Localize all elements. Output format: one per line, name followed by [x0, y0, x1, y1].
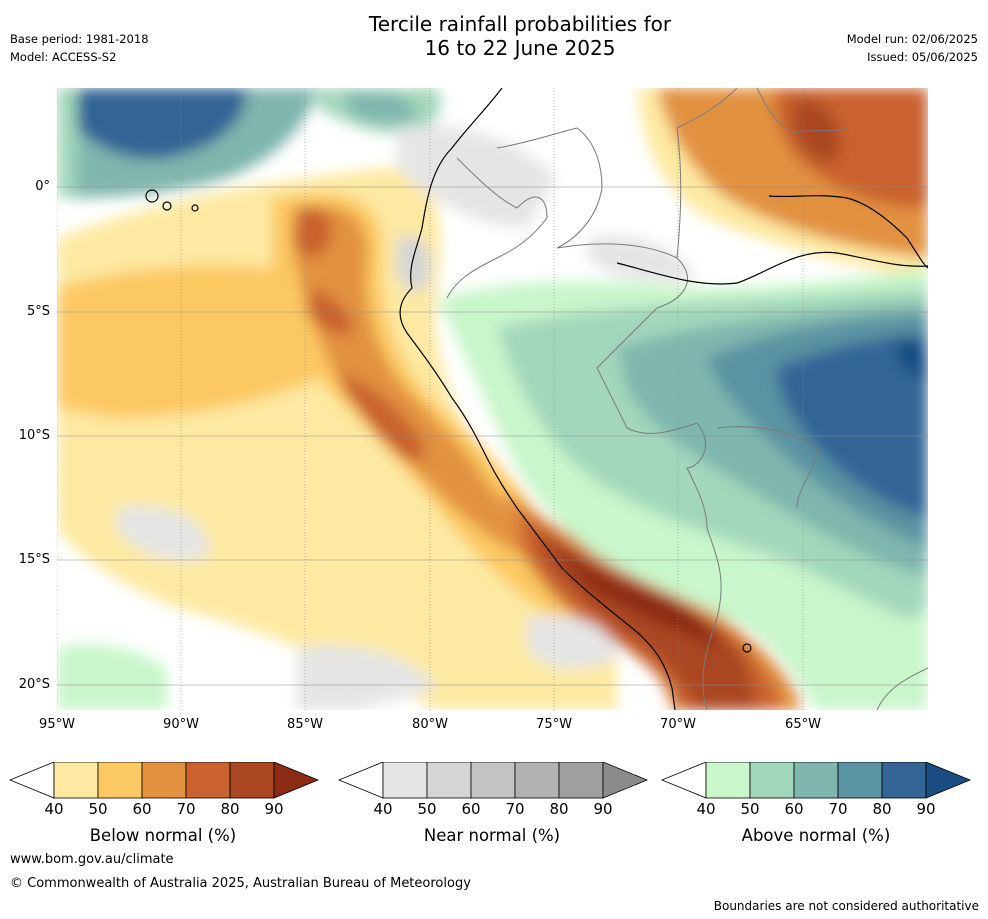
model-run: Model run: 02/06/2025 [846, 32, 978, 46]
probability-shading [57, 88, 928, 710]
lon-label-95w: 95°W [39, 717, 75, 732]
near-colorbar-bin-1 [426, 762, 472, 799]
lat-label-5s: 5°S [26, 304, 50, 319]
meta-right: Model run: 02/06/2025 Issued: 05/06/2025 [847, 30, 978, 66]
peru-bolivia-border [596, 257, 722, 710]
above-colorbar-min-arrow [660, 762, 707, 799]
above-colorbar-tick: 40 [696, 800, 716, 818]
near-colorbar-bin-3 [514, 762, 560, 799]
below-colorbar-tick: 60 [132, 800, 152, 818]
below-normal-title: Below normal (%) [89, 826, 237, 845]
near-normal-title: Near normal (%) [423, 826, 561, 845]
near-colorbar-tick: 50 [417, 800, 437, 818]
title-line-1: Tercile rainfall probabilities for [368, 12, 672, 36]
above-colorbar-bin-1 [749, 762, 795, 799]
lon-label-85w: 85°W [287, 717, 323, 732]
lat-label-10s: 10°S [18, 428, 50, 443]
colombia-brazil-border [676, 88, 738, 259]
below-colorbar-min-arrow [8, 762, 55, 799]
country-boundaries [446, 88, 928, 710]
galapagos-island-1 [145, 189, 159, 203]
above-colorbar-tick: 60 [784, 800, 804, 818]
colombia-border [496, 127, 678, 259]
lon-label-65w: 65°W [785, 717, 821, 732]
lat-label-0: 0° [35, 179, 50, 194]
below-colorbar-tick: 70 [176, 800, 196, 818]
below-colorbar-bin-2 [141, 762, 187, 799]
below-colorbar-bin-1 [97, 762, 143, 799]
galapagos-island-3 [191, 204, 199, 212]
title-line-2: 16 to 22 June 2025 [424, 36, 616, 60]
colorbar-group [8, 762, 972, 799]
above-colorbar-max-arrow [925, 762, 972, 799]
base-period: Base period: 1981-2018 [10, 32, 149, 46]
map-title: Tercile rainfall probabilities for 16 to… [0, 12, 988, 60]
amazon-river-north [768, 195, 928, 269]
lon-label-90w: 90°W [163, 717, 199, 732]
below-colorbar-tick: 50 [88, 800, 108, 818]
below-colorbar-tick: 90 [264, 800, 284, 818]
coastlines [145, 88, 928, 710]
above-colorbar-bin-4 [881, 762, 927, 799]
bolivia-brazil-border [716, 426, 818, 509]
lon-label-70w: 70°W [660, 717, 696, 732]
near-colorbar-tick: 70 [505, 800, 525, 818]
above-colorbar-bin-0 [705, 762, 751, 799]
model-name: Model: ACCESS-S2 [10, 50, 117, 64]
colorbar-tick-labels: 40 50 60 70 80 90 40 50 60 70 80 90 40 50 60 70 80 90 [0, 800, 988, 820]
lake-titicaca [742, 643, 752, 653]
meta-left: Base period: 1981-2018 Model: ACCESS-S2 [10, 30, 149, 66]
galapagos-island-2 [162, 201, 172, 211]
below-colorbar-tick: 40 [44, 800, 64, 818]
below-colorbar-max-arrow [273, 762, 320, 799]
near-colorbar-tick: 60 [461, 800, 481, 818]
near-colorbar-bin-2 [470, 762, 516, 799]
ecuador-peru-border [446, 157, 548, 299]
above-colorbar-tick: 80 [872, 800, 892, 818]
below-colorbar-tick: 80 [220, 800, 240, 818]
near-colorbar-bin-0 [382, 762, 428, 799]
pacific-coastline [399, 88, 676, 710]
above-colorbar-bin-3 [837, 762, 883, 799]
near-colorbar-tick: 40 [373, 800, 393, 818]
lat-label-15s: 15°S [18, 552, 50, 567]
above-normal-colorbar [660, 762, 972, 799]
below-colorbar-bin-3 [185, 762, 231, 799]
near-colorbar-min-arrow [337, 762, 384, 799]
footer-url[interactable]: www.bom.gov.au/climate [10, 852, 174, 867]
below-colorbar-bin-4 [229, 762, 275, 799]
below-normal-colorbar [8, 762, 320, 799]
near-colorbar-tick: 80 [549, 800, 569, 818]
amazon-river-south [616, 251, 928, 285]
near-colorbar-bin-4 [558, 762, 604, 799]
footer-disclaimer: Boundaries are not considered authoritat… [713, 899, 979, 913]
lat-label-20s: 20°S [18, 677, 50, 692]
near-colorbar-tick: 90 [593, 800, 613, 818]
above-colorbar-tick: 90 [916, 800, 936, 818]
lon-label-75w: 75°W [536, 717, 572, 732]
rainfall-map[interactable] [57, 88, 928, 710]
issued-date: Issued: 05/06/2025 [867, 50, 978, 64]
footer-copyright: © Commonwealth of Australia 2025, Austra… [10, 876, 471, 891]
graticule [57, 88, 928, 710]
paraguay-border [876, 667, 928, 710]
near-normal-colorbar [337, 762, 649, 799]
near-colorbar-max-arrow [602, 762, 649, 799]
above-colorbar-bin-2 [793, 762, 839, 799]
above-colorbar-tick: 70 [828, 800, 848, 818]
venezuela-border [756, 88, 848, 134]
below-colorbar-bin-0 [53, 762, 99, 799]
above-colorbar-tick: 50 [740, 800, 760, 818]
lon-label-80w: 80°W [412, 717, 448, 732]
above-normal-title: Above normal (%) [741, 826, 891, 845]
